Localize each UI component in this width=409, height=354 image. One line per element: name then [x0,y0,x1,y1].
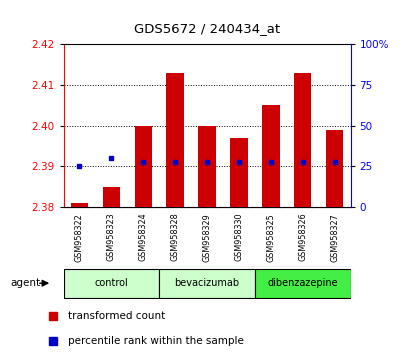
Bar [254,269,350,297]
Text: GSM958322: GSM958322 [75,213,84,262]
Text: control: control [94,278,128,287]
Text: GSM958328: GSM958328 [170,213,179,262]
Bar [229,138,247,207]
Text: GSM958330: GSM958330 [234,213,243,262]
Text: GSM958325: GSM958325 [266,213,275,262]
Text: GSM958323: GSM958323 [107,213,116,262]
Bar [134,126,152,207]
Text: GDS5672 / 240434_at: GDS5672 / 240434_at [134,22,279,35]
Text: GSM958324: GSM958324 [138,213,147,262]
Text: GSM958329: GSM958329 [202,213,211,262]
Text: transformed count: transformed count [67,311,164,321]
Text: dibenzazepine: dibenzazepine [267,278,337,287]
Bar [293,73,311,207]
Bar [166,73,184,207]
Bar [261,105,279,207]
Bar [70,203,88,207]
Text: GSM958327: GSM958327 [329,213,338,262]
Text: agent: agent [10,278,40,288]
Bar [159,269,254,297]
Bar [198,126,215,207]
Text: bevacizumab: bevacizumab [174,278,239,287]
Bar [325,130,343,207]
Bar [63,269,159,297]
Bar [102,187,120,207]
Text: percentile rank within the sample: percentile rank within the sample [67,336,243,346]
Text: GSM958326: GSM958326 [297,213,306,262]
